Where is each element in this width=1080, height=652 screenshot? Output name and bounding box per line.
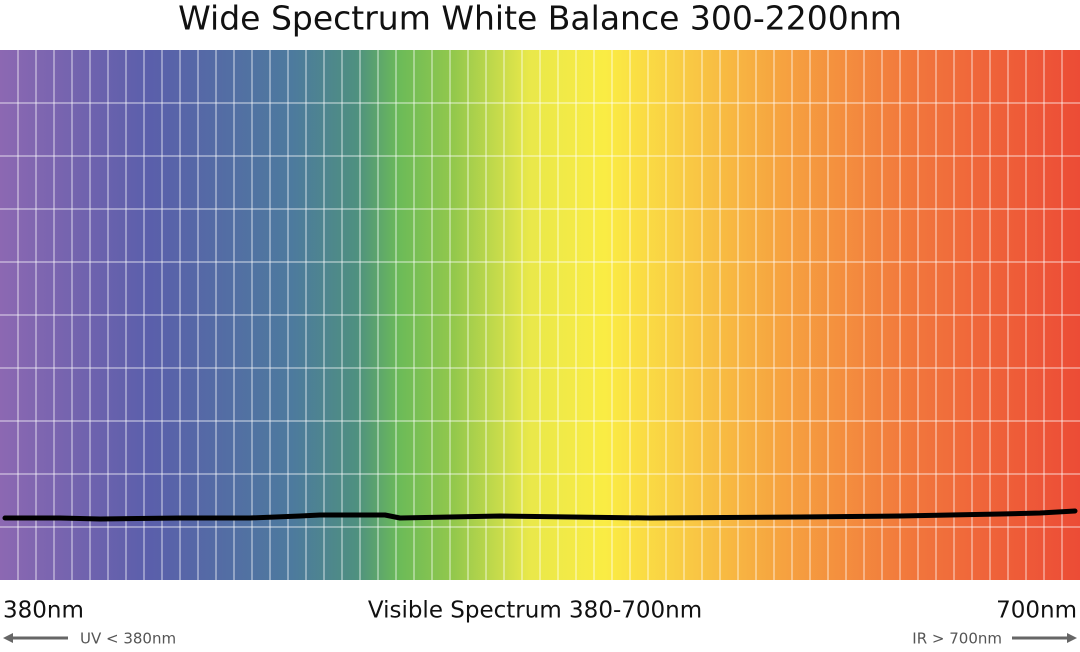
ir-note: IR > 700nm — [912, 630, 1002, 648]
uv-arrow — [3, 633, 68, 643]
right-label: 700nm — [996, 598, 1077, 624]
center-label: Visible Spectrum 380-700nm — [368, 598, 702, 624]
reflectance-line — [2, 508, 1078, 522]
left-label: 380nm — [3, 598, 84, 624]
ir-arrow — [1012, 633, 1077, 643]
chart-title: Wide Spectrum White Balance 300-2200nm — [178, 0, 902, 38]
grid — [0, 50, 1080, 580]
uv-note: UV < 380nm — [80, 630, 176, 648]
